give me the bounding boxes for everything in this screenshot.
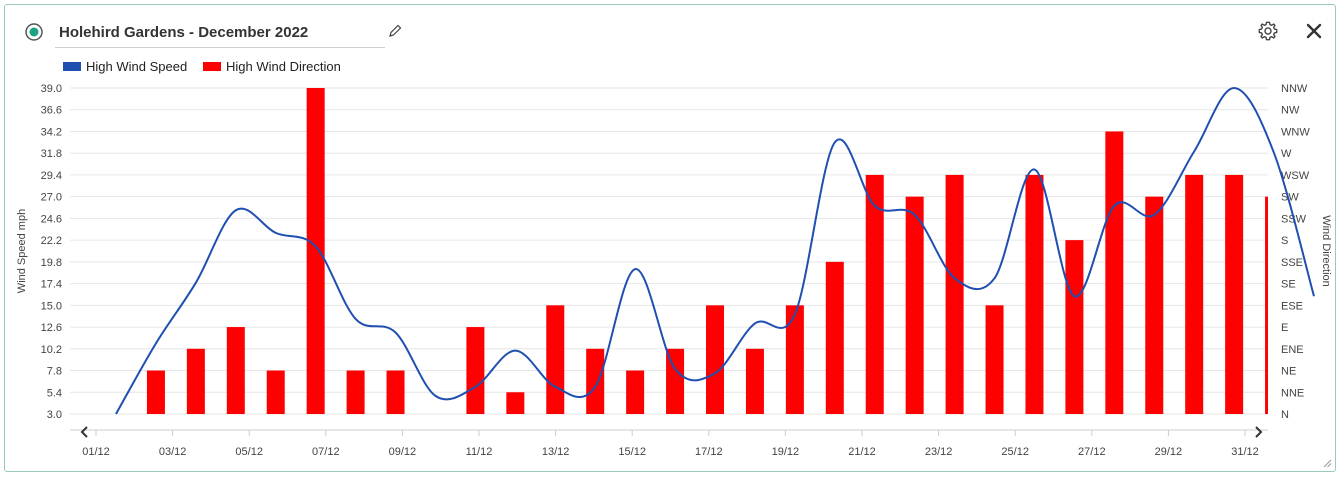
y-tick-label-right: N xyxy=(1281,409,1289,421)
x-tick-label: 07/12 xyxy=(312,446,340,458)
wind-direction-bar xyxy=(266,370,285,414)
y-tick-label-left: 10.2 xyxy=(41,344,62,356)
pencil-icon[interactable] xyxy=(387,23,403,39)
wind-direction-bar xyxy=(745,348,764,414)
wind-direction-bar xyxy=(186,348,205,414)
y-tick-label-right: SE xyxy=(1281,279,1296,291)
y-tick-label-right: ESE xyxy=(1281,300,1303,312)
y-tick-label-right: SW xyxy=(1281,192,1299,204)
wind-direction-bar xyxy=(226,327,245,414)
y-tick-label-right: S xyxy=(1281,235,1288,247)
chevron-left-icon[interactable] xyxy=(80,426,88,438)
y-tick-label-left: 7.8 xyxy=(47,366,62,378)
y-tick-label-left: 31.8 xyxy=(41,148,62,160)
y-tick-label-left: 29.4 xyxy=(41,170,62,182)
legend-swatch xyxy=(63,62,81,71)
y-tick-label-left: 19.8 xyxy=(41,257,62,269)
y-tick-label-left: 27.0 xyxy=(41,192,62,204)
legend-label: High Wind Direction xyxy=(226,59,341,74)
chevron-right-icon[interactable] xyxy=(1255,426,1263,438)
wind-direction-bar xyxy=(1145,196,1164,414)
y-tick-label-left: 36.6 xyxy=(41,105,62,117)
x-tick-label: 09/12 xyxy=(389,446,417,458)
x-tick-label: 23/12 xyxy=(925,446,953,458)
y-tick-label-right: W xyxy=(1281,148,1292,160)
x-tick-label: 13/12 xyxy=(542,446,570,458)
x-tick-label: 05/12 xyxy=(235,446,263,458)
legend-label: High Wind Speed xyxy=(86,59,188,74)
wind-direction-bar xyxy=(666,348,685,414)
wind-direction-bar xyxy=(546,305,565,414)
y-tick-label-right: WSW xyxy=(1281,170,1310,182)
y-tick-label-right: NNE xyxy=(1281,387,1304,399)
wind-direction-bar xyxy=(1265,196,1268,414)
y-tick-label-left: 34.2 xyxy=(41,126,62,138)
wind-direction-bar xyxy=(626,370,645,414)
y-tick-label-right: SSE xyxy=(1281,257,1303,269)
wind-direction-bar xyxy=(466,327,485,414)
y-tick-label-left: 22.2 xyxy=(41,235,62,247)
y-axis-title-left: Wind Speed mph xyxy=(16,209,28,293)
page-title: Holehird Gardens - December 2022 xyxy=(59,24,309,41)
y-tick-label-right: NE xyxy=(1281,366,1296,378)
y-tick-label-left: 3.0 xyxy=(47,409,62,421)
y-tick-label-right: ENE xyxy=(1281,344,1304,356)
y-tick-label-left: 5.4 xyxy=(47,387,62,399)
wind-direction-bar xyxy=(146,370,165,414)
wind-direction-bar xyxy=(905,196,924,414)
wind-direction-bar xyxy=(825,261,844,414)
wind-direction-bar xyxy=(945,174,964,414)
wind-speed-line xyxy=(115,86,1315,415)
gear-icon[interactable] xyxy=(1257,20,1279,42)
x-tick-label: 21/12 xyxy=(848,446,876,458)
wind-direction-bar xyxy=(706,305,724,414)
wind-direction-bar xyxy=(785,305,804,414)
y-tick-label-left: 12.6 xyxy=(41,322,62,334)
x-tick-label: 19/12 xyxy=(772,446,800,458)
wind-direction-bar xyxy=(506,392,525,414)
y-axis-title-right: Wind Direction xyxy=(1320,215,1332,287)
legend-item-wind-direction[interactable]: High Wind Direction xyxy=(203,59,341,74)
close-icon[interactable] xyxy=(1303,20,1325,42)
wind-direction-bar xyxy=(1105,131,1124,414)
wind-direction-bar xyxy=(306,88,325,414)
y-tick-label-right: E xyxy=(1281,322,1288,334)
wind-direction-bar xyxy=(1025,174,1044,414)
wind-direction-bar xyxy=(1225,174,1244,414)
y-tick-label-right: WNW xyxy=(1281,126,1310,138)
wind-direction-bar xyxy=(586,348,605,414)
wind-direction-bar xyxy=(985,305,1004,414)
title-field[interactable]: Holehird Gardens - December 2022 xyxy=(55,19,385,48)
y-tick-label-right: NW xyxy=(1281,105,1300,117)
radio-selected-icon[interactable] xyxy=(25,23,43,41)
y-tick-label-left: 15.0 xyxy=(41,300,62,312)
x-tick-label: 25/12 xyxy=(1001,446,1029,458)
x-tick-label: 11/12 xyxy=(466,446,493,458)
x-tick-label: 17/12 xyxy=(695,446,723,458)
wind-direction-bar xyxy=(1185,174,1204,414)
x-tick-label: 27/12 xyxy=(1078,446,1106,458)
wind-direction-bar xyxy=(1065,240,1084,414)
x-tick-label: 01/12 xyxy=(82,446,110,458)
wind-direction-bar xyxy=(865,174,884,414)
legend-item-wind-speed[interactable]: High Wind Speed xyxy=(63,59,187,74)
x-tick-label: 03/12 xyxy=(159,446,187,458)
y-tick-label-left: 39.0 xyxy=(41,83,62,95)
wind-direction-bar xyxy=(346,370,365,414)
x-tick-label: 29/12 xyxy=(1155,446,1183,458)
wind-direction-bar xyxy=(386,370,405,414)
resize-handle-icon[interactable] xyxy=(1322,458,1332,468)
x-tick-label: 31/12 xyxy=(1231,446,1259,458)
y-tick-label-left: 17.4 xyxy=(41,279,62,291)
x-tick-label: 15/12 xyxy=(618,446,646,458)
y-tick-label-right: NNW xyxy=(1281,83,1308,95)
y-tick-label-left: 24.6 xyxy=(41,213,62,225)
legend-swatch xyxy=(203,62,221,71)
